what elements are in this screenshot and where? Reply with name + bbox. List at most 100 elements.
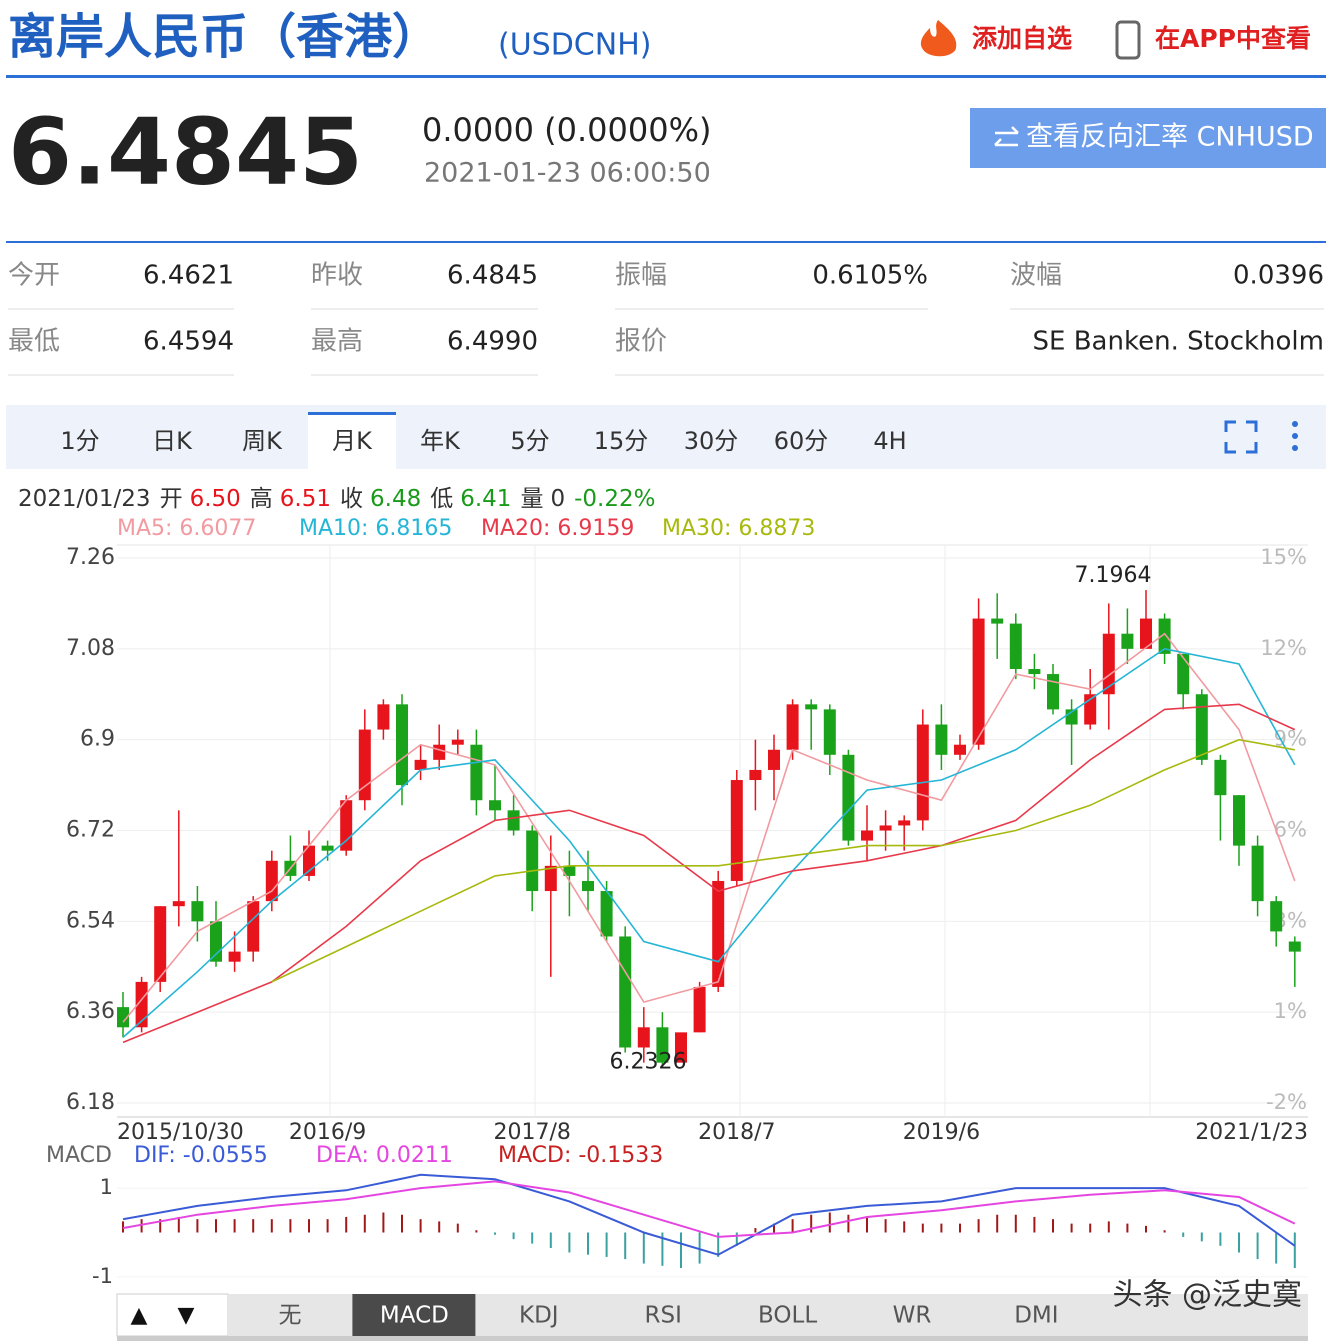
y2-tick-label: 1% (1274, 999, 1307, 1023)
candle-body (916, 724, 929, 821)
add-watchlist[interactable]: 添加自选 (972, 24, 1072, 53)
y-tick-label: 6.72 (66, 818, 115, 843)
annotation: 6.2326 (610, 1049, 687, 1074)
candle-body (972, 618, 985, 745)
indicator-tab-bg (601, 1294, 725, 1336)
timestamp: 2021-01-23 06:00:50 (424, 158, 711, 189)
ma-legend: MA10: 6.8165 (299, 516, 452, 541)
macd-tick-label: -1 (92, 1264, 113, 1288)
y2-tick-label: 12% (1260, 636, 1307, 660)
candle-body (656, 1027, 669, 1063)
indicator-tab[interactable]: 无 (279, 1303, 302, 1329)
change: 0.0000 (0.0000%) (422, 111, 711, 149)
candle-body (1121, 633, 1134, 649)
candle-body (470, 744, 483, 801)
period-tab[interactable]: 月K (332, 427, 373, 455)
period-tab[interactable]: 30分 (684, 427, 739, 455)
candle-body (210, 921, 222, 962)
dea-line (122, 1180, 1296, 1238)
indicator-tab[interactable]: KDJ (519, 1303, 559, 1329)
info-date: 2021/01/23 (18, 486, 151, 512)
period-tab[interactable]: 60分 (774, 427, 829, 455)
y-tick-label: 7.26 (66, 545, 115, 570)
candle-body (1288, 941, 1301, 952)
candle-body (823, 709, 836, 755)
arrow-button[interactable]: ▼ (178, 1303, 195, 1328)
fire-icon[interactable] (920, 20, 957, 57)
candle-body (600, 891, 613, 937)
indicator-tab[interactable]: DMI (1014, 1303, 1058, 1329)
info-label: 高 (250, 486, 273, 512)
candle-body (693, 986, 706, 1033)
period-tab[interactable]: 周K (242, 427, 283, 455)
indicator-tab-bg (974, 1294, 1098, 1336)
period-tab[interactable]: 1分 (60, 427, 99, 455)
stat-value: 6.4594 (143, 327, 234, 357)
candle-body (489, 800, 501, 811)
stat-value: 6.4845 (447, 261, 538, 291)
stat-label: 最高 (311, 327, 363, 357)
dif-line (122, 1173, 1296, 1256)
candle-body (563, 865, 576, 876)
stat-label: 报价 (615, 327, 667, 357)
y2-tick-label: -2% (1266, 1090, 1307, 1114)
phone-icon[interactable] (1115, 20, 1141, 60)
candle-body (730, 780, 743, 881)
period-tab[interactable]: 年K (420, 427, 461, 455)
indicator-tab[interactable]: RSI (645, 1303, 682, 1329)
stat-value: 0.6105% (812, 261, 928, 291)
candle-body (749, 769, 762, 781)
candle-body (544, 865, 557, 892)
period-tab[interactable]: 日K (152, 427, 193, 455)
candle-body (377, 704, 390, 730)
candle-body (1140, 618, 1152, 649)
ma-legend: MA5: 6.6077 (117, 516, 256, 541)
candle-body (191, 901, 204, 922)
ma-legend: MA30: 6.8873 (662, 516, 815, 541)
stat-value: 0.0396 (1233, 261, 1324, 291)
candle-body (1251, 845, 1264, 902)
active-tab (308, 412, 396, 469)
candle-body (321, 845, 334, 851)
arrow-button[interactable]: ▲ (131, 1303, 148, 1328)
annotation: 7.1964 (1075, 563, 1152, 588)
ma-line (122, 703, 1296, 1044)
reverse-button-label[interactable]: 查看反向汇率 CNHUSD (1026, 122, 1314, 153)
menu-icon[interactable] (1292, 421, 1298, 451)
reverse-button[interactable] (970, 108, 1326, 168)
indicator-tab[interactable]: WR (893, 1303, 932, 1329)
candle-body (358, 729, 371, 801)
candle-body (117, 1007, 129, 1028)
title: 离岸人民币（香港） (8, 9, 440, 65)
period-tab[interactable]: 4H (873, 427, 906, 455)
candle-body (265, 860, 278, 902)
active-indicator-tab (352, 1294, 476, 1336)
stat-label: 今开 (8, 261, 60, 291)
view-in-app[interactable]: 在APP中查看 (1155, 24, 1311, 53)
price: 6.4845 (8, 98, 363, 205)
candle-body (619, 936, 632, 1048)
x-tick-label: 2016/9 (289, 1120, 366, 1145)
macd-legend: DIF: -0.0555 (134, 1143, 268, 1168)
stat-label: 昨收 (311, 261, 363, 291)
indicator-tab[interactable]: BOLL (758, 1303, 817, 1329)
candle-body (842, 754, 855, 841)
candle-body (247, 901, 260, 952)
candle-body (1009, 623, 1022, 670)
candle-body (637, 1027, 650, 1048)
ma-line (122, 647, 1296, 1039)
candle-body (414, 759, 427, 770)
y-tick-label: 6.18 (66, 1090, 115, 1115)
candle-body (135, 981, 148, 1028)
stat-value: 6.4990 (447, 327, 538, 357)
candle-body (507, 810, 520, 831)
candle-body (879, 825, 892, 831)
stat-label: 振幅 (615, 261, 667, 291)
candle-body (1214, 759, 1227, 796)
fullscreen-icon[interactable] (1224, 420, 1258, 454)
candle-body (1270, 901, 1283, 932)
period-tab[interactable]: 15分 (594, 427, 649, 455)
candle-body (1158, 618, 1171, 654)
indicator-tab[interactable]: MACD (380, 1303, 449, 1329)
period-tab[interactable]: 5分 (510, 427, 549, 455)
